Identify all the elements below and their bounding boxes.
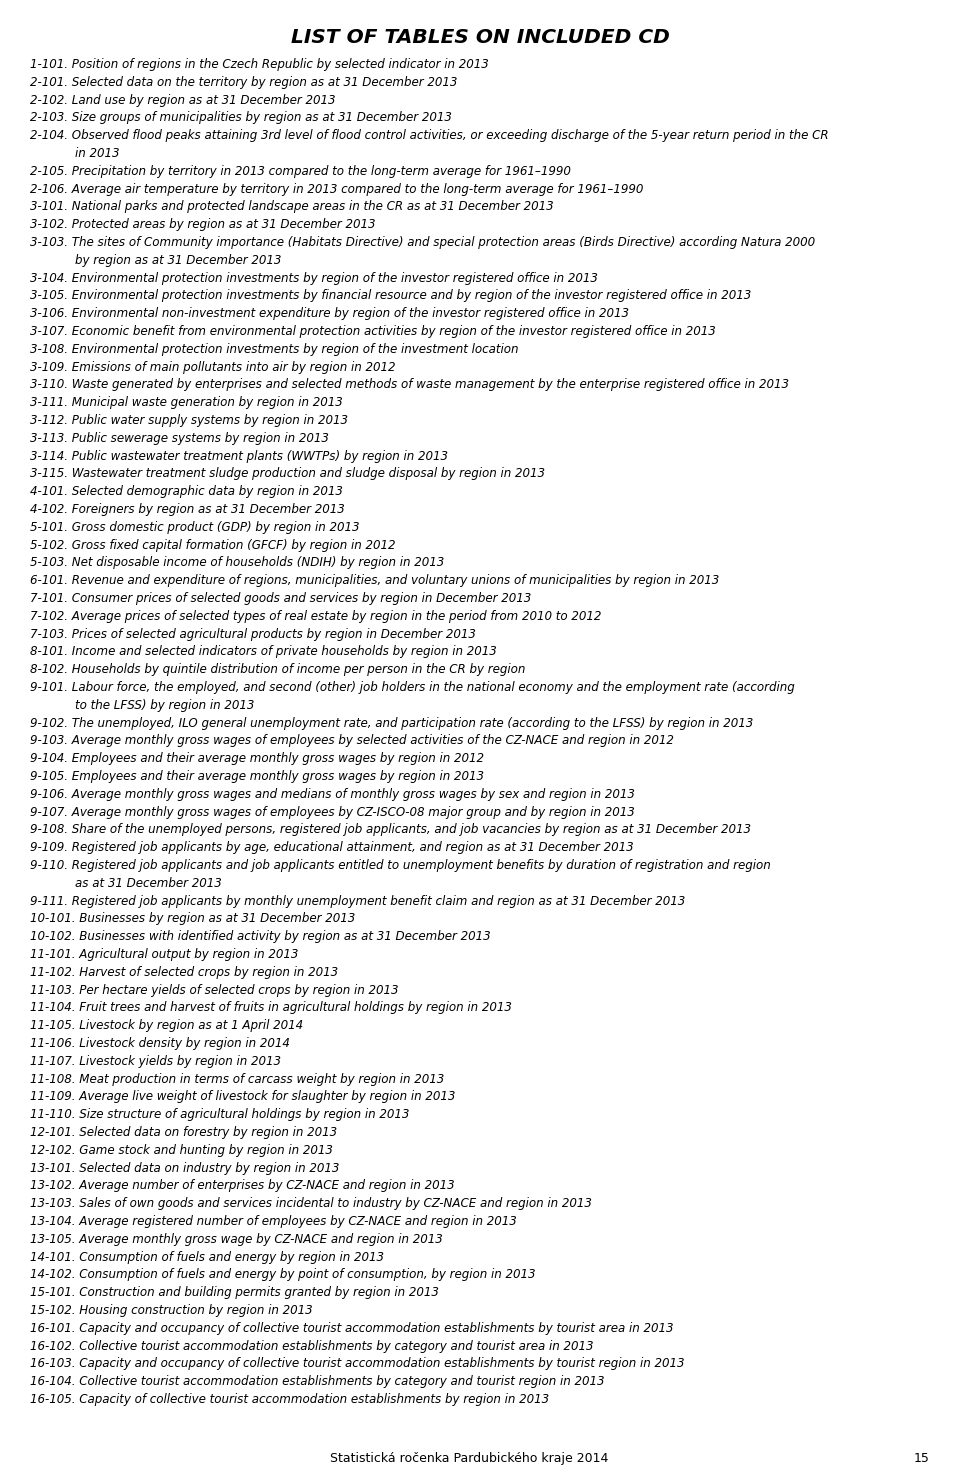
Text: 11-110. Size structure of agricultural holdings by region in 2013: 11-110. Size structure of agricultural h…	[30, 1108, 409, 1121]
Text: LIST OF TABLES ON INCLUDED CD: LIST OF TABLES ON INCLUDED CD	[291, 28, 669, 47]
Text: 9-101. Labour force, the employed, and second (other) job holders in the nationa: 9-101. Labour force, the employed, and s…	[30, 682, 795, 693]
Text: 15-102. Housing construction by region in 2013: 15-102. Housing construction by region i…	[30, 1304, 313, 1318]
Text: 3-101. National parks and protected landscape areas in the CR as at 31 December : 3-101. National parks and protected land…	[30, 200, 554, 213]
Text: 13-104. Average registered number of employees by CZ-NACE and region in 2013: 13-104. Average registered number of emp…	[30, 1215, 516, 1228]
Text: 2-105. Precipitation by territory in 2013 compared to the long-term average for : 2-105. Precipitation by territory in 201…	[30, 165, 571, 178]
Text: 9-106. Average monthly gross wages and medians of monthly gross wages by sex and: 9-106. Average monthly gross wages and m…	[30, 787, 635, 801]
Text: 2-104. Observed flood peaks attaining 3rd level of flood control activities, or : 2-104. Observed flood peaks attaining 3r…	[30, 129, 828, 142]
Text: 16-101. Capacity and occupancy of collective tourist accommodation establishment: 16-101. Capacity and occupancy of collec…	[30, 1322, 674, 1335]
Text: 6-101. Revenue and expenditure of regions, municipalities, and voluntary unions : 6-101. Revenue and expenditure of region…	[30, 574, 719, 588]
Text: 3-115. Wastewater treatment sludge production and sludge disposal by region in 2: 3-115. Wastewater treatment sludge produ…	[30, 467, 545, 480]
Text: 3-107. Economic benefit from environmental protection activities by region of th: 3-107. Economic benefit from environment…	[30, 325, 716, 338]
Text: 11-105. Livestock by region as at 1 April 2014: 11-105. Livestock by region as at 1 Apri…	[30, 1019, 303, 1033]
Text: to the LFSS) by region in 2013: to the LFSS) by region in 2013	[75, 699, 254, 712]
Text: 7-103. Prices of selected agricultural products by region in December 2013: 7-103. Prices of selected agricultural p…	[30, 627, 476, 640]
Text: 9-111. Registered job applicants by monthly unemployment benefit claim and regio: 9-111. Registered job applicants by mont…	[30, 895, 685, 908]
Text: 11-107. Livestock yields by region in 2013: 11-107. Livestock yields by region in 20…	[30, 1055, 281, 1068]
Text: 5-103. Net disposable income of households (NDIH) by region in 2013: 5-103. Net disposable income of househol…	[30, 557, 444, 570]
Text: 9-109. Registered job applicants by age, educational attainment, and region as a: 9-109. Registered job applicants by age,…	[30, 842, 634, 853]
Text: 11-101. Agricultural output by region in 2013: 11-101. Agricultural output by region in…	[30, 948, 299, 961]
Text: 9-102. The unemployed, ILO general unemployment rate, and participation rate (ac: 9-102. The unemployed, ILO general unemp…	[30, 717, 754, 730]
Text: 8-101. Income and selected indicators of private households by region in 2013: 8-101. Income and selected indicators of…	[30, 645, 496, 658]
Text: 11-103. Per hectare yields of selected crops by region in 2013: 11-103. Per hectare yields of selected c…	[30, 984, 398, 996]
Text: 4-102. Foreigners by region as at 31 December 2013: 4-102. Foreigners by region as at 31 Dec…	[30, 502, 345, 516]
Text: 3-111. Municipal waste generation by region in 2013: 3-111. Municipal waste generation by reg…	[30, 397, 343, 410]
Text: 16-102. Collective tourist accommodation establishments by category and tourist : 16-102. Collective tourist accommodation…	[30, 1340, 593, 1353]
Text: 3-106. Environmental non-investment expenditure by region of the investor regist: 3-106. Environmental non-investment expe…	[30, 307, 629, 320]
Text: 13-103. Sales of own goods and services incidental to industry by CZ-NACE and re: 13-103. Sales of own goods and services …	[30, 1197, 592, 1210]
Text: 2-102. Land use by region as at 31 December 2013: 2-102. Land use by region as at 31 Decem…	[30, 94, 335, 107]
Text: 2-101. Selected data on the territory by region as at 31 December 2013: 2-101. Selected data on the territory by…	[30, 76, 457, 88]
Text: Statistická ročenka Pardubického kraje 2014: Statistická ročenka Pardubického kraje 2…	[330, 1451, 609, 1465]
Text: 3-108. Environmental protection investments by region of the investment location: 3-108. Environmental protection investme…	[30, 342, 518, 355]
Text: 10-101. Businesses by region as at 31 December 2013: 10-101. Businesses by region as at 31 De…	[30, 912, 355, 925]
Text: 3-112. Public water supply systems by region in 2013: 3-112. Public water supply systems by re…	[30, 414, 348, 427]
Text: 16-105. Capacity of collective tourist accommodation establishments by region in: 16-105. Capacity of collective tourist a…	[30, 1393, 549, 1406]
Text: 14-101. Consumption of fuels and energy by region in 2013: 14-101. Consumption of fuels and energy …	[30, 1250, 384, 1263]
Text: 3-105. Environmental protection investments by financial resource and by region : 3-105. Environmental protection investme…	[30, 289, 752, 303]
Text: 12-102. Game stock and hunting by region in 2013: 12-102. Game stock and hunting by region…	[30, 1144, 333, 1156]
Text: 2-106. Average air temperature by territory in 2013 compared to the long-term av: 2-106. Average air temperature by territ…	[30, 182, 643, 195]
Text: 3-103. The sites of Community importance (Habitats Directive) and special protec: 3-103. The sites of Community importance…	[30, 237, 815, 250]
Text: 11-109. Average live weight of livestock for slaughter by region in 2013: 11-109. Average live weight of livestock…	[30, 1090, 455, 1103]
Text: 11-102. Harvest of selected crops by region in 2013: 11-102. Harvest of selected crops by reg…	[30, 965, 338, 978]
Text: 8-102. Households by quintile distribution of income per person in the CR by reg: 8-102. Households by quintile distributi…	[30, 663, 525, 676]
Text: 11-106. Livestock density by region in 2014: 11-106. Livestock density by region in 2…	[30, 1037, 290, 1050]
Text: 11-104. Fruit trees and harvest of fruits in agricultural holdings by region in : 11-104. Fruit trees and harvest of fruit…	[30, 1002, 512, 1015]
Text: 16-104. Collective tourist accommodation establishments by category and tourist : 16-104. Collective tourist accommodation…	[30, 1375, 605, 1388]
Text: 13-102. Average number of enterprises by CZ-NACE and region in 2013: 13-102. Average number of enterprises by…	[30, 1180, 455, 1193]
Text: in 2013: in 2013	[75, 147, 119, 160]
Text: 5-101. Gross domestic product (GDP) by region in 2013: 5-101. Gross domestic product (GDP) by r…	[30, 521, 359, 533]
Text: 15: 15	[914, 1451, 930, 1465]
Text: 7-102. Average prices of selected types of real estate by region in the period f: 7-102. Average prices of selected types …	[30, 610, 601, 623]
Text: 3-114. Public wastewater treatment plants (WWTPs) by region in 2013: 3-114. Public wastewater treatment plant…	[30, 450, 448, 463]
Text: 13-105. Average monthly gross wage by CZ-NACE and region in 2013: 13-105. Average monthly gross wage by CZ…	[30, 1232, 443, 1246]
Text: 4-101. Selected demographic data by region in 2013: 4-101. Selected demographic data by regi…	[30, 485, 343, 498]
Text: 9-105. Employees and their average monthly gross wages by region in 2013: 9-105. Employees and their average month…	[30, 770, 484, 783]
Text: 5-102. Gross fixed capital formation (GFCF) by region in 2012: 5-102. Gross fixed capital formation (GF…	[30, 539, 396, 551]
Text: 2-103. Size groups of municipalities by region as at 31 December 2013: 2-103. Size groups of municipalities by …	[30, 112, 452, 125]
Text: 1-101. Position of regions in the Czech Republic by selected indicator in 2013: 1-101. Position of regions in the Czech …	[30, 57, 489, 71]
Text: 3-113. Public sewerage systems by region in 2013: 3-113. Public sewerage systems by region…	[30, 432, 329, 445]
Text: as at 31 December 2013: as at 31 December 2013	[75, 877, 222, 890]
Text: 15-101. Construction and building permits granted by region in 2013: 15-101. Construction and building permit…	[30, 1287, 439, 1299]
Text: 12-101. Selected data on forestry by region in 2013: 12-101. Selected data on forestry by reg…	[30, 1127, 337, 1138]
Text: 9-108. Share of the unemployed persons, registered job applicants, and job vacan: 9-108. Share of the unemployed persons, …	[30, 824, 751, 836]
Text: 11-108. Meat production in terms of carcass weight by region in 2013: 11-108. Meat production in terms of carc…	[30, 1072, 444, 1086]
Text: by region as at 31 December 2013: by region as at 31 December 2013	[75, 254, 281, 267]
Text: 9-110. Registered job applicants and job applicants entitled to unemployment ben: 9-110. Registered job applicants and job…	[30, 859, 771, 873]
Text: 14-102. Consumption of fuels and energy by point of consumption, by region in 20: 14-102. Consumption of fuels and energy …	[30, 1268, 536, 1281]
Text: 3-102. Protected areas by region as at 31 December 2013: 3-102. Protected areas by region as at 3…	[30, 219, 375, 231]
Text: 7-101. Consumer prices of selected goods and services by region in December 2013: 7-101. Consumer prices of selected goods…	[30, 592, 531, 605]
Text: 3-104. Environmental protection investments by region of the investor registered: 3-104. Environmental protection investme…	[30, 272, 598, 285]
Text: 13-101. Selected data on industry by region in 2013: 13-101. Selected data on industry by reg…	[30, 1162, 340, 1175]
Text: 16-103. Capacity and occupancy of collective tourist accommodation establishment: 16-103. Capacity and occupancy of collec…	[30, 1357, 684, 1371]
Text: 10-102. Businesses with identified activity by region as at 31 December 2013: 10-102. Businesses with identified activ…	[30, 930, 491, 943]
Text: 3-109. Emissions of main pollutants into air by region in 2012: 3-109. Emissions of main pollutants into…	[30, 360, 396, 373]
Text: 9-103. Average monthly gross wages of employees by selected activities of the CZ: 9-103. Average monthly gross wages of em…	[30, 734, 674, 748]
Text: 9-107. Average monthly gross wages of employees by CZ-ISCO-08 major group and by: 9-107. Average monthly gross wages of em…	[30, 805, 635, 818]
Text: 3-110. Waste generated by enterprises and selected methods of waste management b: 3-110. Waste generated by enterprises an…	[30, 379, 789, 391]
Text: 9-104. Employees and their average monthly gross wages by region in 2012: 9-104. Employees and their average month…	[30, 752, 484, 765]
